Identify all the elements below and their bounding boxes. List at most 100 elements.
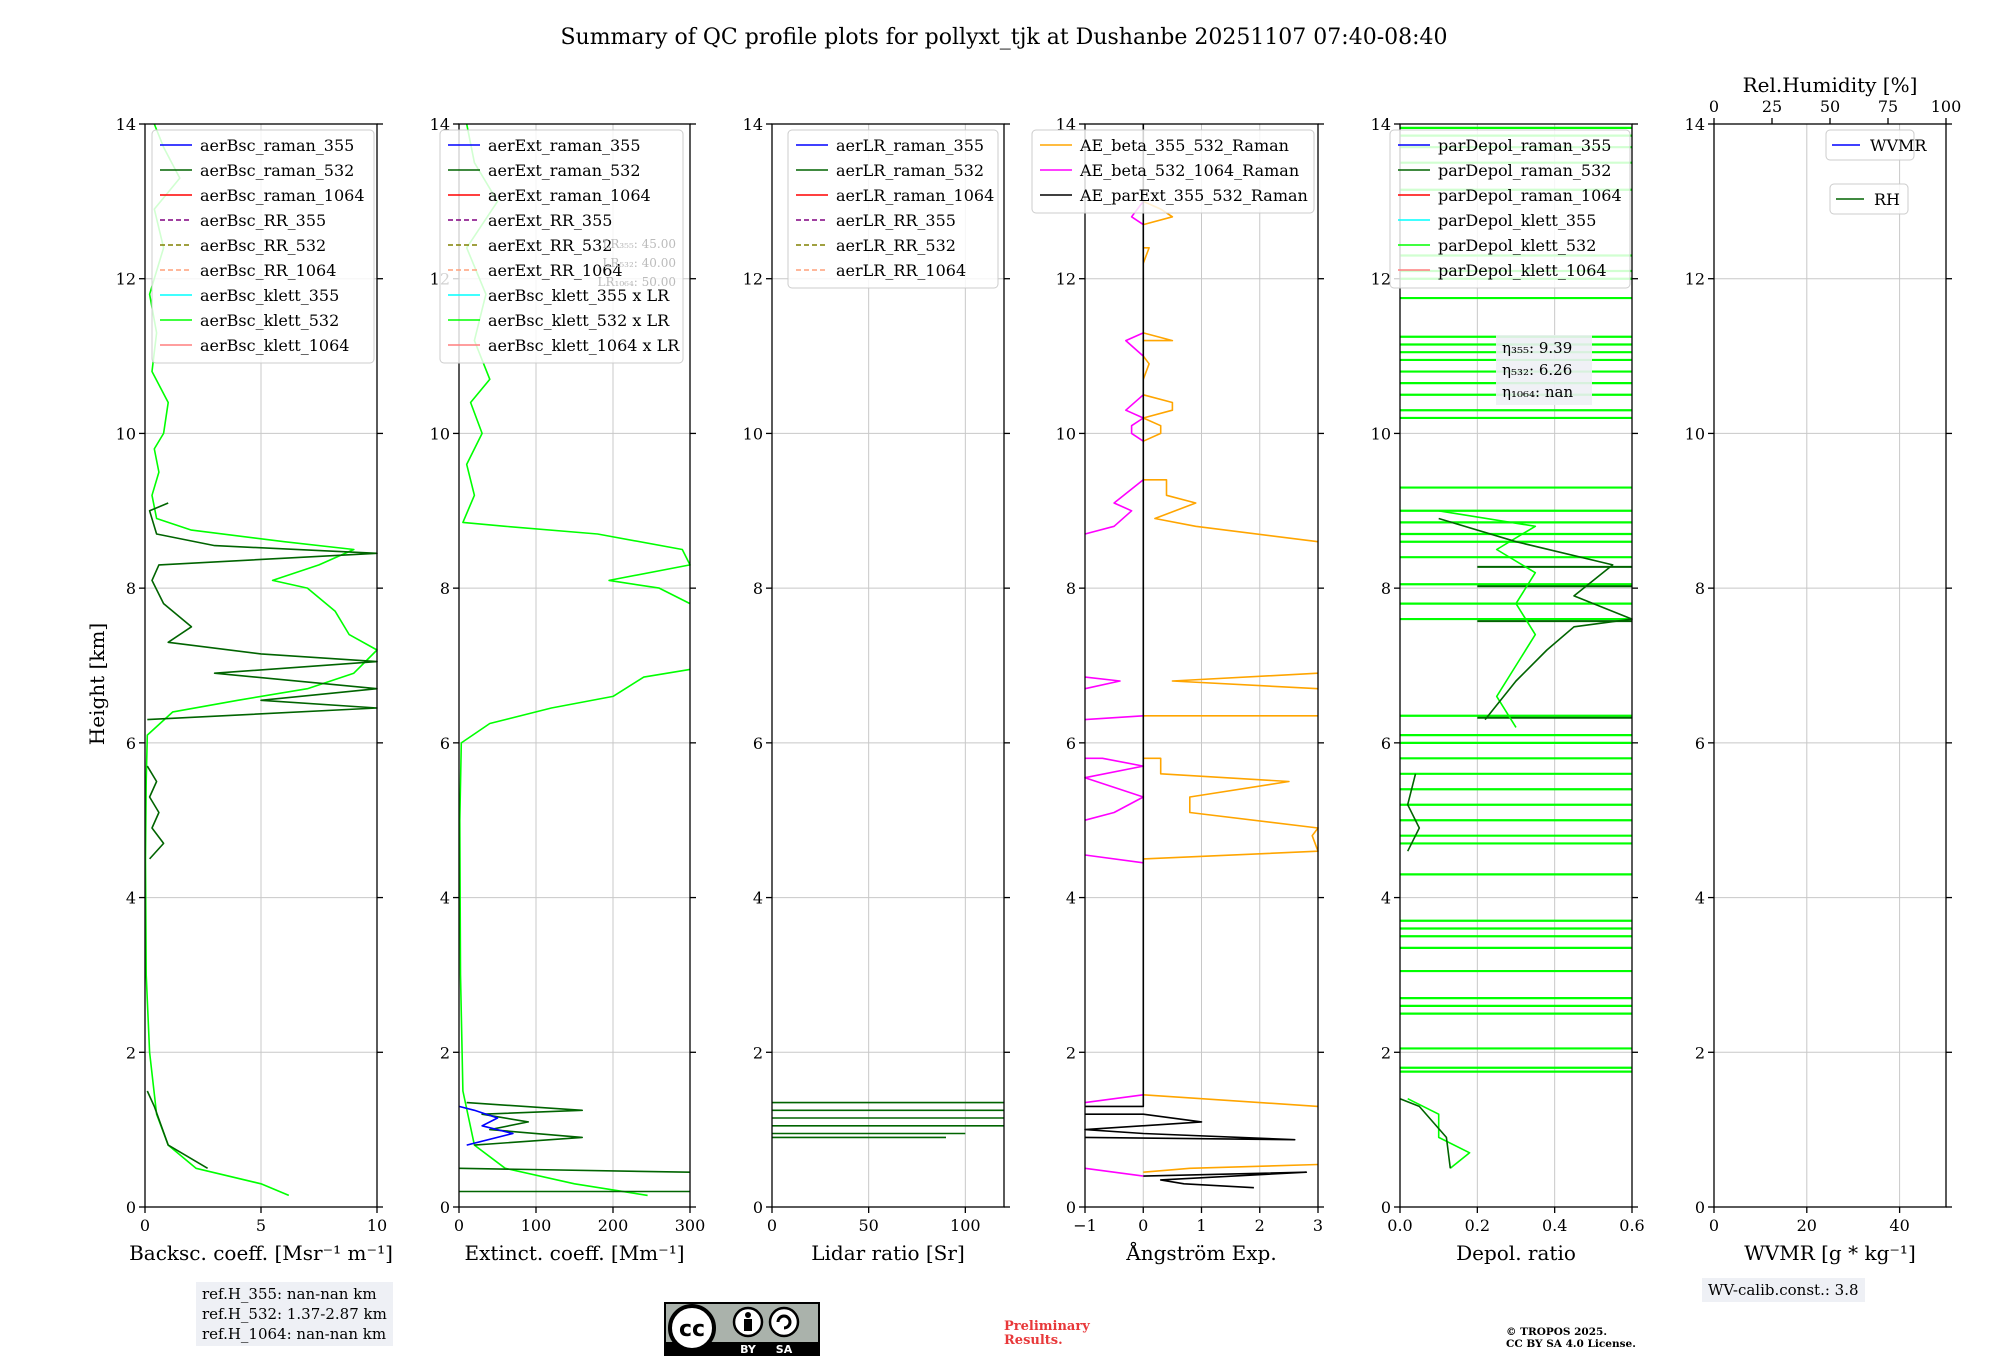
ytick-label-ae: 6 [1066, 734, 1076, 753]
ytick-label-depol: 6 [1381, 734, 1391, 753]
legend-label-lr: aerLR_raman_355 [836, 136, 984, 155]
xtick-label-bsc: 10 [367, 1216, 387, 1235]
ytick-label-wv: 8 [1695, 579, 1705, 598]
series-parDepol_klett_532 [1438, 510, 1537, 728]
copyright-line-2: CC BY SA 4.0 License. [1506, 1338, 1636, 1350]
series-AE_beta_532_1064_Raman [1084, 715, 1144, 721]
xtick-label-bsc: 0 [140, 1216, 150, 1235]
legend-label-ae: AE_beta_355_532_Raman [1079, 136, 1289, 155]
ytick-label-ae: 10 [1056, 424, 1076, 443]
ytick-label-ext: 14 [430, 115, 450, 134]
xtick-label-ext: 0 [454, 1216, 464, 1235]
series-aerExt_raman_355 [458, 1105, 514, 1146]
ytick-label-depol: 14 [1371, 115, 1391, 134]
ytick-label-depol: 0 [1381, 1198, 1391, 1217]
legend-label-lr: aerLR_RR_532 [836, 236, 956, 255]
xtick-label-ae: 1 [1196, 1216, 1206, 1235]
ytick-label-ae: 2 [1066, 1043, 1076, 1062]
legend-label-depol: parDepol_raman_355 [1438, 136, 1611, 155]
series-parDepol_klett_532 [1407, 1097, 1471, 1169]
lr-note: LR₃₅₅: 45.00 [602, 237, 676, 251]
ytick-label-bsc: 14 [116, 115, 136, 134]
series-AE_beta_355_532_Raman [1143, 332, 1174, 342]
legend-box-ae [1031, 129, 1315, 214]
ytick-label-lr: 14 [743, 115, 763, 134]
panel-lr: 0 2 4 6 8 10 12 14 0 50 100 Lidar ratio [Sr] aerLR_r… [743, 115, 1010, 1265]
legend-label-bsc: aerBsc_raman_1064 [200, 186, 365, 205]
series-aerBsc_raman_532 [146, 1090, 209, 1169]
series-aerBsc_raman_532 [147, 502, 378, 721]
lr-note: LR₅₃₂: 40.00 [602, 256, 676, 270]
legend-label-bsc: aerBsc_raman_355 [200, 136, 354, 155]
series-AE_parExt_355_532_Raman [1084, 1113, 1296, 1141]
series-AE_beta_532_1064_Raman [1084, 479, 1144, 535]
ytick-label-depol: 8 [1381, 579, 1391, 598]
legend-label-ext: aerExt_raman_355 [488, 136, 641, 155]
series-AE_beta_355_532_Raman [1143, 1163, 1319, 1173]
ytick-label-ext: 10 [430, 424, 450, 443]
series-AE_beta_532_1064_Raman [1125, 394, 1145, 442]
legend-label-ext: aerExt_RR_355 [488, 211, 612, 230]
ytick-label-lr: 4 [753, 889, 763, 908]
legend-label-ext: aerExt_RR_532 [488, 236, 612, 255]
ytick-label-wv: 12 [1685, 270, 1705, 289]
figure-title: Summary of QC profile plots for pollyxt_… [560, 25, 1447, 50]
cc-logo-text: cc [679, 1317, 705, 1342]
legend-label-lr: aerLR_RR_355 [836, 211, 956, 230]
x-axis-label-wv: WVMR [g * kg⁻¹] [1744, 1241, 1916, 1265]
axes-frame-wv [1713, 123, 1947, 1208]
cc-by-sa-license-badge: cc BY SA [664, 1302, 820, 1356]
xtick-label-depol: 0.4 [1542, 1216, 1567, 1235]
legend-depol: parDepol_raman_355 parDepol_raman_532 parD… [1389, 129, 1631, 289]
sa-share-arc [776, 1314, 792, 1330]
wv-calib-const: WV-calib.const.: 3.8 [1708, 1281, 1859, 1299]
by-person-head [745, 1312, 751, 1318]
legend-ae: AE_beta_355_532_Raman AE_beta_532_1064_Ra… [1031, 129, 1315, 214]
x-axis-label-ae: Ångström Exp. [1125, 1240, 1276, 1265]
preliminary-line-1: Preliminary [1004, 1319, 1090, 1334]
xtick-label-wv: 40 [1889, 1216, 1909, 1235]
legend-wv: RH [1829, 183, 1909, 215]
top-xtick-label-wv: 25 [1762, 97, 1782, 116]
x-axis-label-ext: Extinct. coeff. [Mm⁻¹] [464, 1241, 684, 1265]
xtick-label-ae: −1 [1073, 1216, 1097, 1235]
legend-label-depol: parDepol_klett_532 [1438, 236, 1596, 255]
legend-box-bsc [151, 129, 375, 364]
ytick-label-wv: 6 [1695, 734, 1705, 753]
eta-note: η₅₃₂: 6.26 [1502, 361, 1572, 379]
legend-label-ext: aerExt_RR_1064 [488, 261, 623, 280]
legend-label-depol: parDepol_raman_532 [1438, 161, 1611, 180]
by-person-body [744, 1319, 752, 1331]
panel-bsc: 0 2 4 6 8 10 12 14 0 5 10 Backsc. coeff. [Msr⁻¹ m⁻¹… [116, 115, 393, 1265]
series-AE_beta_355_532_Raman [1171, 672, 1319, 690]
xtick-label-wv: 20 [1797, 1216, 1817, 1235]
legend-label-ext: aerExt_raman_1064 [488, 186, 651, 205]
legend-bsc: aerBsc_raman_355 aerBsc_raman_532 aerBsc_r… [151, 129, 375, 364]
ytick-label-bsc: 6 [126, 734, 136, 753]
series-AE_beta_532_1064_Raman [1084, 757, 1145, 821]
panel-depol: 0 2 4 6 8 10 12 14 0.0 0.2 0.4 0.6 Depol. ratio parDe… [1371, 115, 1645, 1265]
ytick-label-wv: 14 [1685, 115, 1705, 134]
xtick-label-depol: 0.6 [1619, 1216, 1644, 1235]
ytick-label-depol: 12 [1371, 270, 1391, 289]
series-AE_beta_355_532_Raman [1142, 247, 1150, 264]
sa-share-icon [768, 1306, 800, 1338]
legend-label-lr: aerLR_raman_1064 [836, 186, 994, 205]
xtick-label-ext: 100 [521, 1216, 552, 1235]
series-AE_beta_355_532_Raman [1143, 478, 1319, 543]
ytick-label-ext: 0 [440, 1198, 450, 1217]
ytick-label-ext: 6 [440, 734, 450, 753]
legend-box-depol [1389, 129, 1631, 289]
ytick-label-ext: 4 [440, 889, 450, 908]
ytick-label-lr: 8 [753, 579, 763, 598]
top-xtick-label-wv: 75 [1878, 97, 1898, 116]
eta-notes: η₃₅₅: 9.39 η₅₃₂: 6.26 η₁₀₆₄: nan [1496, 335, 1592, 405]
wv-calib-box: WV-calib.const.: 3.8 [1702, 1278, 1865, 1302]
legend-wv: WVMR [1825, 129, 1927, 161]
ytick-label-depol: 10 [1371, 424, 1391, 443]
x-axis-label-depol: Depol. ratio [1456, 1241, 1576, 1265]
legend-label-bsc: aerBsc_klett_532 [200, 311, 339, 330]
